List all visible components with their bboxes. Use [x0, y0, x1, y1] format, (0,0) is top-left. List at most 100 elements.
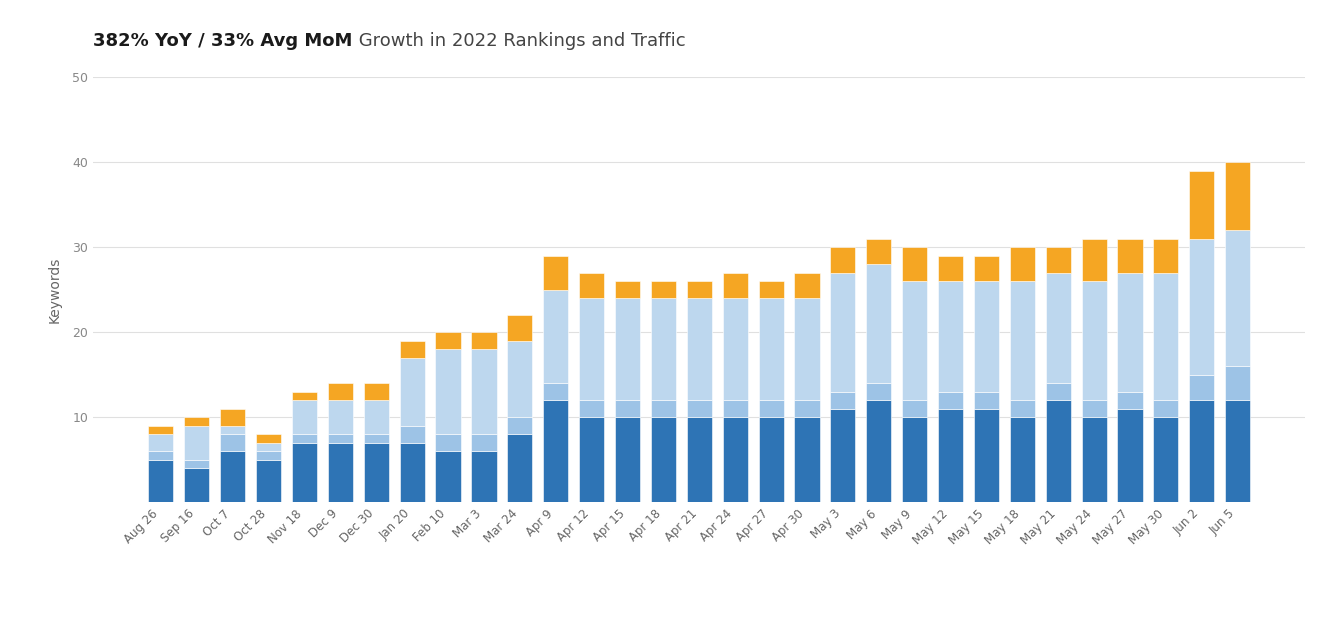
Bar	[220, 451, 245, 502]
Bar	[687, 401, 711, 417]
Bar	[400, 443, 425, 502]
Bar	[830, 273, 855, 392]
Bar	[579, 417, 605, 502]
Bar	[436, 349, 461, 434]
Bar	[1154, 239, 1179, 273]
Bar	[543, 256, 569, 290]
Bar	[472, 349, 497, 434]
Bar	[256, 443, 281, 451]
Bar	[220, 426, 245, 434]
Bar	[472, 434, 497, 451]
Bar	[1082, 239, 1107, 281]
Bar	[1082, 417, 1107, 502]
Bar	[1118, 273, 1143, 392]
Bar	[1225, 231, 1251, 366]
Bar	[220, 409, 245, 426]
Bar	[184, 417, 209, 426]
Bar	[1225, 401, 1251, 502]
Bar	[364, 434, 389, 443]
Bar	[902, 417, 927, 502]
Bar	[1010, 281, 1035, 401]
Bar	[794, 298, 819, 401]
Bar	[1189, 375, 1215, 401]
Bar	[723, 273, 747, 298]
Bar	[615, 281, 641, 298]
Bar	[400, 341, 425, 358]
Bar	[436, 451, 461, 502]
Bar	[328, 443, 353, 502]
Bar	[866, 239, 891, 264]
Bar	[974, 256, 999, 281]
Bar	[651, 417, 675, 502]
Bar	[830, 392, 855, 409]
Bar	[256, 434, 281, 443]
Bar	[220, 434, 245, 451]
Bar	[687, 298, 711, 401]
Bar	[328, 401, 353, 434]
Bar	[400, 426, 425, 443]
Bar	[543, 401, 569, 502]
Bar	[938, 392, 963, 409]
Bar	[507, 434, 533, 502]
Bar	[974, 281, 999, 392]
Bar	[364, 401, 389, 434]
Bar	[184, 468, 209, 502]
Bar	[651, 298, 675, 401]
Bar	[1118, 239, 1143, 273]
Bar	[687, 417, 711, 502]
Text: 382% YoY / 33% Avg MoM: 382% YoY / 33% Avg MoM	[93, 32, 353, 50]
Bar	[400, 358, 425, 426]
Bar	[507, 417, 533, 434]
Bar	[902, 281, 927, 401]
Bar	[1010, 417, 1035, 502]
Y-axis label: Keywords: Keywords	[47, 256, 61, 323]
Bar	[974, 392, 999, 409]
Bar	[148, 451, 173, 460]
Bar	[974, 409, 999, 502]
Bar	[579, 401, 605, 417]
Bar	[292, 434, 317, 443]
Bar	[364, 383, 389, 401]
Bar	[579, 298, 605, 401]
Bar	[436, 332, 461, 349]
Bar	[866, 264, 891, 383]
Bar	[328, 383, 353, 401]
Bar	[1154, 273, 1179, 401]
Bar	[1082, 281, 1107, 401]
Bar	[507, 341, 533, 417]
Bar	[292, 401, 317, 434]
Bar	[1189, 401, 1215, 502]
Bar	[292, 392, 317, 401]
Bar	[256, 460, 281, 502]
Bar	[758, 401, 783, 417]
Bar	[866, 383, 891, 401]
Bar	[1046, 247, 1071, 273]
Bar	[1189, 171, 1215, 239]
Bar	[543, 290, 569, 383]
Bar	[687, 281, 711, 298]
Bar	[436, 434, 461, 451]
Bar	[938, 256, 963, 281]
Bar	[1046, 383, 1071, 401]
Bar	[651, 401, 675, 417]
Bar	[1118, 392, 1143, 409]
Bar	[507, 316, 533, 341]
Bar	[902, 401, 927, 417]
Bar	[1225, 162, 1251, 231]
Bar	[615, 417, 641, 502]
Bar	[1154, 401, 1179, 417]
Bar	[184, 460, 209, 468]
Bar	[543, 383, 569, 401]
Bar	[794, 401, 819, 417]
Bar	[758, 417, 783, 502]
Bar	[902, 247, 927, 281]
Bar	[579, 273, 605, 298]
Bar	[794, 273, 819, 298]
Bar	[1046, 273, 1071, 383]
Bar	[292, 443, 317, 502]
Bar	[472, 451, 497, 502]
Bar	[723, 298, 747, 401]
Bar	[723, 401, 747, 417]
Bar	[866, 401, 891, 502]
Bar	[472, 332, 497, 349]
